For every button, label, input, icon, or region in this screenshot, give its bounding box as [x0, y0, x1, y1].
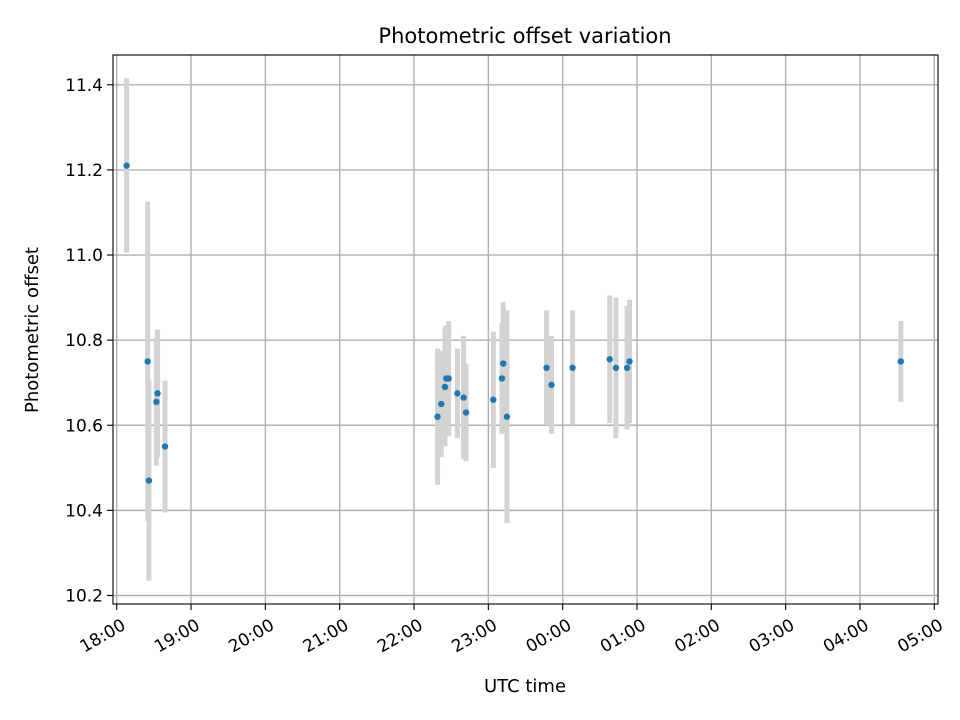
data-point [569, 364, 576, 372]
point-layer [123, 162, 905, 484]
data-point [503, 413, 511, 420]
data-point [548, 381, 555, 389]
data-point [145, 477, 153, 484]
data-point [123, 162, 130, 169]
data-point [897, 358, 905, 365]
data-point [543, 364, 550, 372]
x-axis-title: UTC time [484, 676, 566, 697]
y-tick-label: 10.2 [65, 586, 103, 606]
data-point [490, 396, 497, 403]
y-tick-label: 11.4 [65, 76, 103, 96]
data-point [153, 398, 160, 406]
data-point [612, 364, 620, 372]
data-point [441, 383, 449, 391]
data-point [500, 360, 507, 367]
data-point [454, 390, 461, 397]
data-point [623, 364, 631, 372]
data-point [144, 358, 151, 365]
data-point [445, 375, 452, 382]
data-point [498, 375, 506, 382]
data-point [434, 413, 441, 420]
data-point [606, 356, 613, 363]
data-point [438, 400, 445, 408]
y-tick-label: 10.6 [65, 416, 103, 436]
y-tick-label: 11.2 [65, 161, 103, 181]
plot-frame [112, 54, 939, 605]
grid-layer [113, 55, 938, 604]
y-tick-label: 10.8 [65, 331, 103, 351]
data-point [462, 409, 470, 416]
y-tick-label: 11.0 [65, 246, 103, 266]
chart-title: Photometric offset variation [378, 24, 671, 48]
y-axis-ticks: 10.2 10.4 10.6 10.8 11.0 11.2 11.4 [65, 76, 113, 606]
data-point [626, 358, 633, 365]
data-point [161, 443, 169, 450]
y-axis-title: Photometric offset [22, 247, 43, 413]
y-tick-label: 10.4 [65, 501, 103, 521]
data-point [154, 390, 161, 397]
data-point [460, 394, 467, 401]
